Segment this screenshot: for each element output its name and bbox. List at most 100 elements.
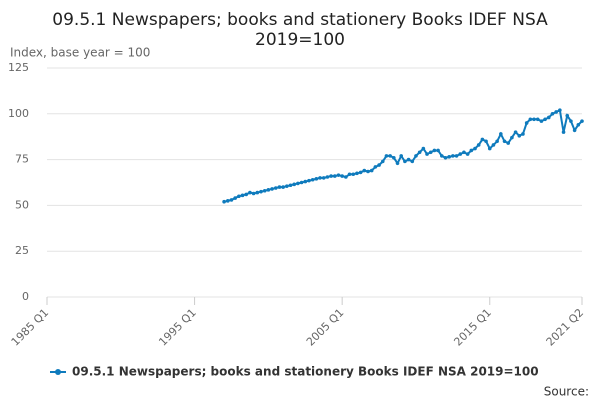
data-point xyxy=(292,182,297,187)
data-point xyxy=(225,199,230,203)
data-point xyxy=(480,137,485,142)
data-point xyxy=(321,176,326,180)
x-tick-label: 1985 Q1 xyxy=(9,306,52,349)
data-point xyxy=(270,187,274,191)
data-point xyxy=(410,159,415,164)
data-point xyxy=(462,150,466,155)
data-point xyxy=(392,155,396,160)
source: Source: xyxy=(544,385,589,399)
data-point xyxy=(355,171,359,176)
y-tick-label: 25 xyxy=(15,244,29,257)
data-point xyxy=(425,152,429,156)
data-point xyxy=(532,117,536,122)
data-point xyxy=(288,183,293,188)
data-point xyxy=(314,177,319,181)
data-point xyxy=(565,113,570,118)
data-point xyxy=(454,154,459,158)
data-point xyxy=(332,174,337,178)
data-point xyxy=(406,157,411,162)
data-point xyxy=(561,130,566,134)
data-point xyxy=(281,185,285,189)
data-point xyxy=(251,191,256,196)
data-point xyxy=(473,146,477,151)
data-point xyxy=(358,170,363,175)
chart-title: 09.5.1 Newspapers; books and stationery … xyxy=(52,10,548,30)
data-point xyxy=(259,189,263,194)
data-point xyxy=(469,148,474,153)
legend-marker xyxy=(55,369,61,375)
data-point xyxy=(576,122,581,127)
data-point xyxy=(432,148,437,153)
legend-label: 09.5.1 Newspapers; books and stationery … xyxy=(72,365,539,379)
data-point xyxy=(362,168,367,173)
data-point xyxy=(344,175,348,179)
data-point xyxy=(436,148,440,153)
data-point xyxy=(262,188,267,193)
data-point xyxy=(546,115,551,120)
data-point xyxy=(395,161,400,166)
data-point xyxy=(329,174,333,178)
data-point xyxy=(347,172,352,177)
data-point xyxy=(506,141,511,145)
data-point xyxy=(528,117,533,122)
data-point xyxy=(414,154,418,158)
data-point xyxy=(569,119,573,123)
data-point xyxy=(558,108,562,112)
data-point xyxy=(310,177,315,182)
data-point xyxy=(439,154,444,158)
data-point xyxy=(554,110,558,114)
data-point xyxy=(510,135,514,140)
x-tick-label: 2005 Q1 xyxy=(304,306,347,349)
data-point xyxy=(580,119,584,123)
data-point xyxy=(273,186,278,190)
data-point xyxy=(539,119,544,123)
data-point xyxy=(229,198,234,202)
data-point xyxy=(255,190,260,195)
data-point xyxy=(369,168,374,173)
data-point xyxy=(491,143,496,147)
data-point xyxy=(377,163,381,167)
y-tick-label: 0 xyxy=(22,290,29,303)
data-point xyxy=(399,154,404,158)
data-point xyxy=(380,159,385,164)
data-point xyxy=(403,159,407,164)
data-point xyxy=(447,155,451,159)
data-point xyxy=(451,154,455,158)
data-point xyxy=(521,132,525,136)
data-point xyxy=(421,146,426,151)
chart-title: 2019=100 xyxy=(255,30,345,50)
data-point xyxy=(307,178,311,183)
data-point xyxy=(443,155,448,160)
data-point xyxy=(237,194,241,199)
data-point xyxy=(373,165,378,169)
data-point xyxy=(248,190,252,195)
x-tick-label: 2021 Q2 xyxy=(544,306,587,349)
data-point xyxy=(535,117,540,122)
series-line xyxy=(223,108,583,203)
data-point xyxy=(550,112,555,116)
y-tick-label: 50 xyxy=(15,198,29,211)
y-axis-label: Index, base year = 100 xyxy=(10,46,150,60)
data-point xyxy=(266,188,271,192)
data-point xyxy=(336,173,341,177)
y-tick-label: 100 xyxy=(8,107,29,120)
data-point xyxy=(524,121,529,125)
data-point xyxy=(513,130,518,134)
data-point xyxy=(296,181,300,186)
data-point xyxy=(277,185,282,189)
data-point xyxy=(299,180,304,185)
data-point xyxy=(222,199,226,204)
data-point xyxy=(366,169,370,174)
data-point xyxy=(303,179,308,184)
data-point xyxy=(476,143,481,147)
x-tick-label: 1995 Q1 xyxy=(156,306,199,349)
data-point xyxy=(495,139,499,144)
data-point xyxy=(484,139,488,144)
data-point xyxy=(499,132,503,136)
data-point xyxy=(233,196,237,200)
data-point xyxy=(351,172,356,177)
data-point xyxy=(285,184,289,188)
data-point xyxy=(487,146,492,151)
data-point xyxy=(318,176,322,180)
